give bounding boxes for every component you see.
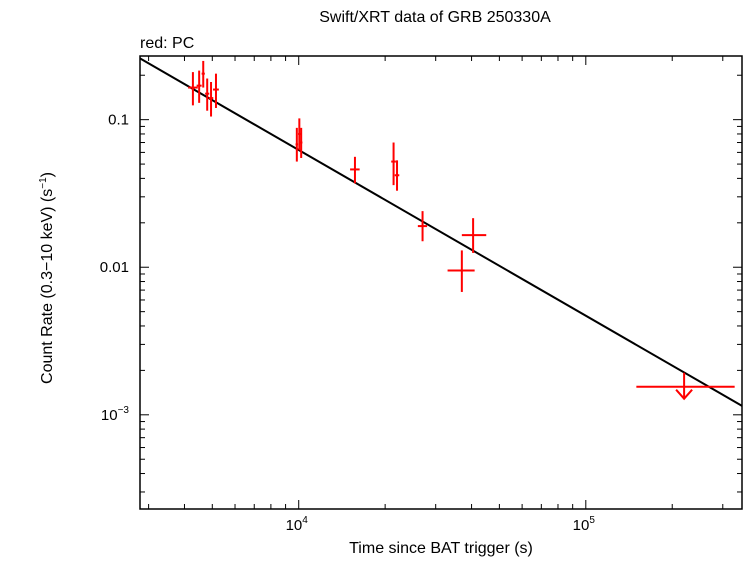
axis-ticks <box>140 56 742 509</box>
y-axis-label-main: Count Rate (0.3−10 keV) (s <box>39 189 56 384</box>
upper-limit-arrow <box>675 389 693 401</box>
data-point <box>208 81 214 117</box>
y-tick-label: 0.1 <box>108 112 129 129</box>
y-tick-label-base: 10 <box>101 407 118 424</box>
x-axis-label: Time since BAT trigger (s) <box>349 540 533 557</box>
data-point <box>295 127 299 162</box>
fit-line <box>139 57 743 407</box>
x-tick-label: 105 <box>573 515 596 534</box>
data-point <box>447 250 475 292</box>
data-point <box>417 211 428 242</box>
x-tick-label-base: 10 <box>573 517 590 534</box>
data-point <box>298 118 301 151</box>
data-point <box>461 218 487 253</box>
y-tick-label: 0.01 <box>100 259 129 276</box>
y-tick-label: 10−3 <box>101 405 130 424</box>
y-axis-label-exp: −1 <box>38 177 49 189</box>
x-tick-label: 104 <box>286 515 309 534</box>
x-tick-label-exp: 5 <box>589 515 595 526</box>
chart-title: Swift/XRT data of GRB 250330A <box>319 9 551 26</box>
x-tick-label-exp: 4 <box>302 515 308 526</box>
data-point <box>299 127 303 158</box>
upper-limit-point <box>636 372 735 401</box>
fit-line-layer <box>139 57 743 407</box>
data-point <box>350 156 360 184</box>
data-point <box>205 78 210 111</box>
data-point <box>213 73 219 108</box>
data-point <box>201 60 205 88</box>
data-point <box>391 142 396 186</box>
y-tick-label-exp: −3 <box>118 405 130 416</box>
data-point <box>394 160 400 191</box>
plot-frame <box>139 55 743 510</box>
y-axis-label: Count Rate (0.3−10 keV) (s−1) <box>38 172 56 384</box>
data-point <box>188 72 198 106</box>
data-points-layer <box>188 60 735 401</box>
data-point <box>196 70 202 103</box>
chart-subtitle: red: PC <box>140 35 194 52</box>
y-axis-label-end: ) <box>39 172 56 177</box>
x-tick-label-base: 10 <box>286 517 303 534</box>
